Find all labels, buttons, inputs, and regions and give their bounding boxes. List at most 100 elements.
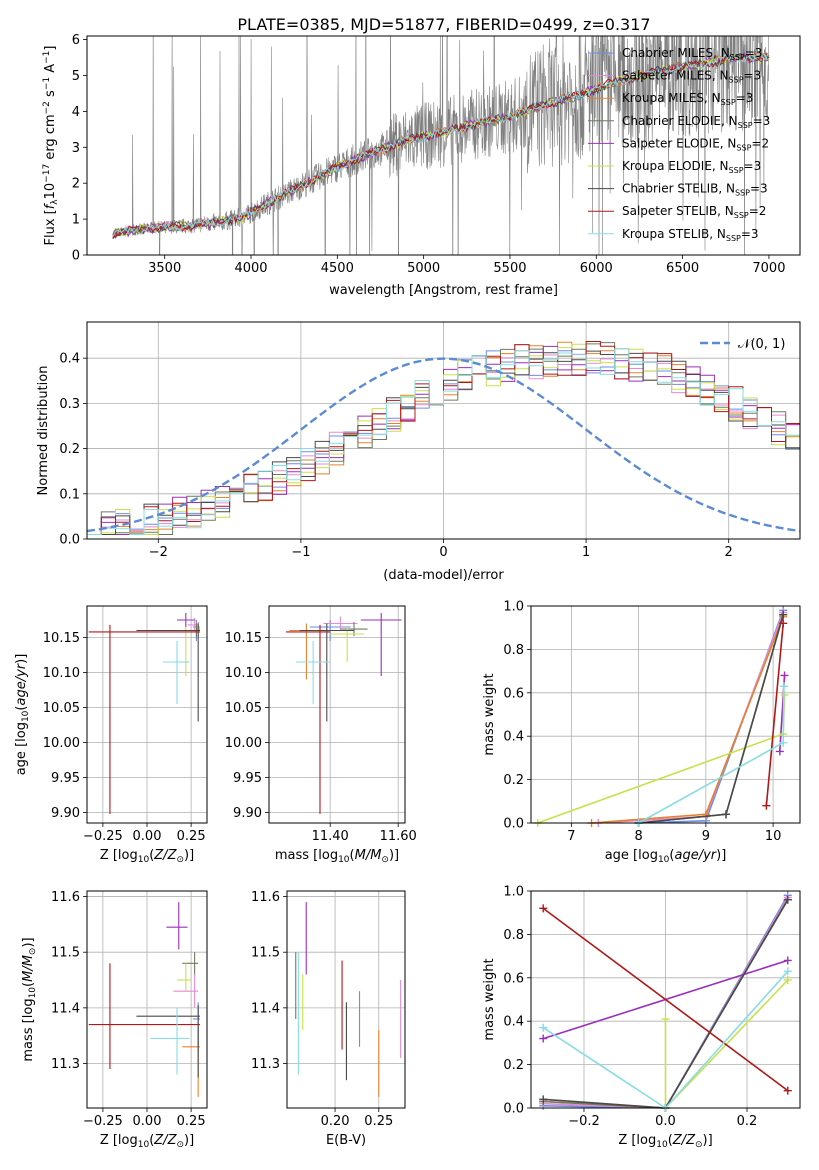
x-tick-label: 0.0	[655, 1114, 676, 1129]
mass-weight-marker	[775, 747, 784, 756]
y-tick-label: 0.8	[503, 928, 524, 943]
x-tick-label: 1	[582, 545, 590, 560]
mass-weight-line	[591, 616, 784, 824]
panel-residuals: −2 −1 0 1 2 0.0 0.1 0.2 0.3 0.4 (data-model)/error…	[36, 321, 801, 583]
data-point	[192, 1002, 200, 1053]
y-axis-label-part: mass [log	[21, 998, 36, 1061]
x-axis-label: (data-model)/error	[383, 568, 504, 583]
y-axis-label-part: 10	[43, 183, 58, 200]
y-axis-label-part: 10	[28, 987, 38, 999]
y-axis-label-part: 10	[21, 710, 31, 722]
y-tick-label: 10.15	[225, 631, 262, 646]
y-tick-label: 9.95	[51, 771, 80, 786]
mass-weight-marker	[779, 610, 788, 619]
y-tick-label: 2	[72, 177, 80, 192]
legend-tail: =3	[736, 91, 754, 105]
x-axis-label-part: 10	[658, 855, 670, 865]
mass-weight-line	[537, 694, 786, 824]
axes-frame	[86, 890, 208, 1109]
x-tick-label: 6500	[666, 261, 699, 276]
x-axis-label-part: (	[669, 848, 674, 863]
y-axis-label-part: age/yr	[14, 662, 29, 705]
panel-mass_vs_ebv: 0.20 0.25 11.3 11.4 11.5 11.6 E(B-V)	[251, 890, 406, 1148]
legend-entry: 𝒩(0, 1)	[738, 337, 785, 352]
data-point	[299, 623, 354, 722]
data-point	[136, 1005, 200, 1078]
x-axis-label-part: age [log	[605, 848, 658, 863]
legend-label: Chabrier MILES, N	[622, 46, 730, 60]
spectrum-model-line	[112, 53, 770, 237]
data-point	[296, 641, 331, 704]
mass-weight-line	[638, 614, 784, 824]
x-axis-label: E(B-V)	[326, 1133, 366, 1148]
y-axis-label-part: )]	[21, 937, 36, 947]
y-axis-label-part: −1	[42, 51, 52, 64]
legend-tail: =3	[744, 69, 762, 83]
panel-age_vs_mass: 11.40 11.60 9.90 9.95 10.00 10.05 10.10 10.15 ma…	[225, 605, 417, 865]
y-tick-label: 0.6	[503, 686, 524, 701]
data-point	[88, 624, 200, 814]
x-tick-label: 5000	[407, 261, 440, 276]
y-tick-label: 0.2	[503, 773, 524, 788]
axes-frame	[86, 35, 801, 256]
y-axis-label: age [log10(age/yr)]	[14, 654, 31, 776]
y-axis-label-part: −1	[42, 77, 52, 90]
spectrum-model-line	[112, 52, 770, 240]
legend-tail: =3	[744, 159, 762, 173]
mass-weight-marker	[779, 738, 788, 747]
axes-frame	[86, 605, 208, 824]
y-tick-label: 1.0	[503, 600, 524, 615]
x-axis-label-part: mass [log	[275, 848, 338, 863]
y-tick-label: 11.4	[251, 1001, 280, 1016]
legend-entry: Chabrier STELIB, NSSP=3	[622, 182, 768, 198]
mass-weight-marker	[539, 1034, 548, 1043]
data-point	[177, 613, 195, 627]
x-axis-label-part: (	[149, 848, 154, 863]
x-axis-label-part: )]	[184, 848, 194, 863]
legend-sub: SSP	[729, 76, 744, 85]
residual-histogram	[87, 343, 800, 535]
x-axis-label-part: (	[149, 1133, 154, 1148]
y-tick-label: 1.0	[503, 885, 524, 900]
x-axis-label-part: )]	[716, 848, 726, 863]
x-tick-label: −0.25	[83, 1114, 123, 1129]
y-tick-label: 10.00	[225, 736, 262, 751]
mass-weight-marker	[783, 1086, 792, 1095]
x-tick-label: 11.60	[380, 829, 417, 844]
x-axis-label-part: )]	[703, 1133, 713, 1148]
legend-label: Salpeter STELIB, N	[622, 204, 734, 218]
legend-label: Salpeter ELODIE, N	[622, 136, 736, 150]
legend-tail: =3	[745, 46, 763, 60]
y-axis-label: mass [log10(M/M⊙)]	[21, 937, 38, 1061]
residual-histogram	[87, 348, 800, 535]
y-axis-label-part: age [log	[14, 722, 29, 775]
y-axis-label-part: M/M	[21, 955, 36, 982]
y-tick-label: 0.2	[59, 442, 80, 457]
y-axis-label-part: −2	[42, 101, 52, 114]
mass-weight-marker	[722, 810, 731, 819]
legend-label: Chabrier ELODIE, N	[622, 114, 738, 128]
x-axis-label: Z [log10(Z/Z⊙)]	[100, 1133, 194, 1150]
residual-histogram	[87, 341, 800, 535]
y-axis-label-part: (	[14, 706, 29, 711]
mass-weight-line	[638, 610, 784, 824]
residual-histogram	[87, 342, 800, 535]
y-axis-label: Normed distribution	[36, 366, 51, 496]
y-tick-label: 0.6	[503, 971, 524, 986]
x-tick-label: 4500	[321, 261, 354, 276]
legend-label: Kroupa ELODIE, N	[622, 159, 729, 173]
y-tick-label: 0.1	[59, 487, 80, 502]
legend-sub: SSP	[721, 98, 736, 107]
x-axis-label-part: ⊙	[176, 1140, 184, 1150]
legend-sub: SSP	[735, 189, 750, 198]
y-axis-label-part: )]	[14, 654, 29, 664]
y-axis-label-part: s	[43, 90, 58, 101]
x-axis-label: Z [log10(Z/Z⊙)]	[100, 848, 194, 865]
x-axis-label-part: )]	[389, 848, 399, 863]
x-tick-label: 10	[765, 829, 782, 844]
y-tick-label: 0.4	[59, 352, 80, 367]
y-tick-label: 11.6	[251, 890, 280, 905]
x-tick-label: 0.00	[133, 1114, 162, 1129]
